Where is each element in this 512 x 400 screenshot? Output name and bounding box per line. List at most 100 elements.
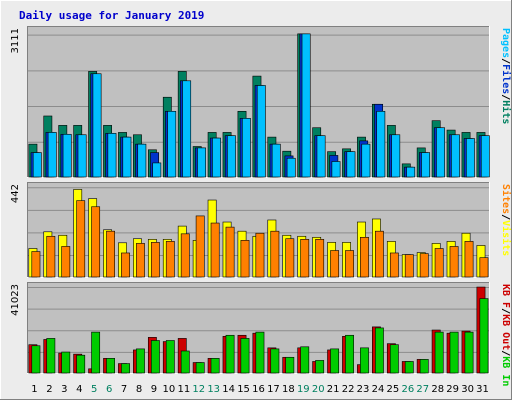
legend-separator: / — [500, 350, 511, 356]
x-tick-label-day-17: 17 — [267, 384, 280, 395]
bar-kb-in-day-23 — [360, 347, 369, 374]
bar-sites-day-5 — [91, 206, 101, 278]
bar-kb-in-day-1 — [31, 345, 41, 374]
bar-kb-in-day-14 — [225, 334, 235, 374]
bar-sites-day-7 — [121, 252, 130, 278]
legend-kbin-kbout: KB F/KB Out/KB In — [500, 284, 511, 386]
legend-separator: / — [500, 94, 511, 100]
bar-pages-day-9 — [152, 162, 162, 178]
bar-pages-day-11 — [182, 80, 192, 178]
bar-pages-day-7 — [122, 136, 132, 178]
x-axis: 1 2 3 4 5 6 7 8 9 10 11 12 13 14 15 16 17 18 19 20 21 22 23 24 2… — [31, 384, 489, 395]
bar-sites-day-25 — [389, 252, 399, 278]
bar-pages-day-14 — [227, 135, 236, 178]
bar-sites-day-10 — [165, 241, 175, 278]
bar-kb-in-day-2 — [46, 338, 56, 374]
legend-item-files: Files — [500, 64, 512, 94]
bar-sites-day-28 — [434, 248, 444, 278]
x-tick-label-day-5: 5 — [91, 384, 97, 395]
bar-sites-day-6 — [106, 230, 115, 278]
bar-kb-in-day-28 — [434, 331, 444, 374]
bar-kb-in-day-20 — [315, 360, 325, 374]
bar-sites-day-21 — [330, 250, 340, 278]
bar-kb-in-day-31 — [479, 298, 489, 374]
bar-pages-day-29 — [451, 134, 460, 178]
bar-sites-day-11 — [180, 233, 190, 278]
bar-kb-in-day-4 — [76, 354, 86, 374]
x-tick-label-day-21: 21 — [327, 384, 340, 395]
bar-sites-day-4 — [76, 200, 86, 278]
bar-pages-day-24 — [376, 110, 386, 178]
bar-kb-in-day-15 — [240, 338, 250, 374]
bar-kb-in-day-29 — [449, 331, 459, 374]
x-tick-label-day-20: 20 — [312, 384, 325, 395]
x-tick-label-day-11: 11 — [177, 384, 190, 395]
bar-kb-in-day-25 — [389, 344, 399, 374]
x-tick-label-day-9: 9 — [151, 384, 157, 395]
x-tick-label-day-29: 29 — [446, 384, 459, 395]
y-max-label-visits-sites: 442 — [10, 184, 21, 203]
bar-kb-in-day-19 — [300, 346, 310, 374]
bar-pages-day-31 — [480, 135, 490, 178]
bar-sites-day-30 — [464, 241, 474, 278]
x-tick-label-day-12: 12 — [192, 384, 205, 395]
bar-kb-in-day-16 — [255, 331, 265, 374]
bar-sites-day-18 — [285, 238, 295, 278]
x-tick-label-day-6: 6 — [106, 384, 112, 395]
x-tick-label-day-4: 4 — [76, 384, 82, 395]
bar-pages-day-25 — [391, 134, 401, 178]
bar-sites-day-1 — [31, 251, 41, 278]
bar-kb-in-day-12 — [195, 362, 205, 374]
bar-pages-day-30 — [466, 138, 475, 178]
x-tick-label-day-30: 30 — [461, 384, 474, 395]
x-tick-label-day-14: 14 — [222, 384, 235, 395]
legend-item-sites: Sites — [500, 184, 512, 214]
bar-pages-day-17 — [271, 143, 281, 178]
legend-visits-sites: Sites/Visits — [500, 184, 512, 256]
x-tick-label-day-3: 3 — [61, 384, 67, 395]
x-tick-label-day-24: 24 — [372, 384, 385, 395]
bar-kb-in-day-24 — [375, 327, 384, 374]
x-tick-label-day-19: 19 — [297, 384, 310, 395]
bar-kb-in-day-7 — [121, 363, 130, 374]
bar-sites-day-23 — [360, 236, 369, 278]
bar-sites-day-8 — [136, 243, 145, 278]
x-tick-label-day-25: 25 — [387, 384, 400, 395]
legend-separator: / — [500, 214, 511, 220]
bar-pages-day-12 — [197, 147, 206, 178]
bar-pages-day-4 — [77, 134, 87, 178]
bar-pages-day-26 — [406, 166, 416, 178]
panel-kbin-kbout: 41023 KB F/KB Out/KB In — [10, 282, 511, 386]
bar-kb-in-day-27 — [419, 359, 429, 374]
bar-sites-day-31 — [479, 257, 489, 278]
bar-kb-in-day-30 — [464, 331, 474, 374]
bar-sites-day-16 — [255, 232, 265, 278]
x-tick-label-day-10: 10 — [163, 384, 176, 395]
y-max-label-hits-files-pages: 3111 — [10, 28, 21, 53]
x-tick-label-day-31: 31 — [476, 384, 489, 395]
bar-kb-in-day-3 — [61, 351, 71, 374]
x-tick-label-day-15: 15 — [237, 384, 250, 395]
bar-sites-day-27 — [419, 253, 429, 278]
x-tick-label-day-18: 18 — [282, 384, 295, 395]
bar-kb-in-day-18 — [285, 356, 295, 374]
bar-kb-in-day-10 — [165, 340, 175, 374]
bar-sites-day-19 — [300, 239, 310, 278]
bar-pages-day-21 — [331, 161, 341, 178]
bar-pages-day-6 — [107, 133, 117, 178]
bar-pages-day-13 — [212, 137, 221, 178]
legend-hits-files-pages: Pages/Files/Hits — [500, 28, 512, 124]
bar-pages-day-16 — [256, 85, 266, 178]
x-tick-label-day-26: 26 — [401, 384, 414, 395]
x-tick-label-day-1: 1 — [31, 384, 37, 395]
x-tick-label-day-8: 8 — [136, 384, 142, 395]
legend-item-kb-f: KB F — [500, 284, 511, 308]
x-tick-label-day-16: 16 — [252, 384, 265, 395]
bar-pages-day-8 — [137, 143, 147, 178]
bar-sites-day-2 — [46, 235, 56, 278]
legend-item-kb-in: KB In — [500, 356, 511, 386]
bar-pages-day-27 — [421, 152, 431, 178]
bar-pages-day-23 — [361, 143, 371, 178]
